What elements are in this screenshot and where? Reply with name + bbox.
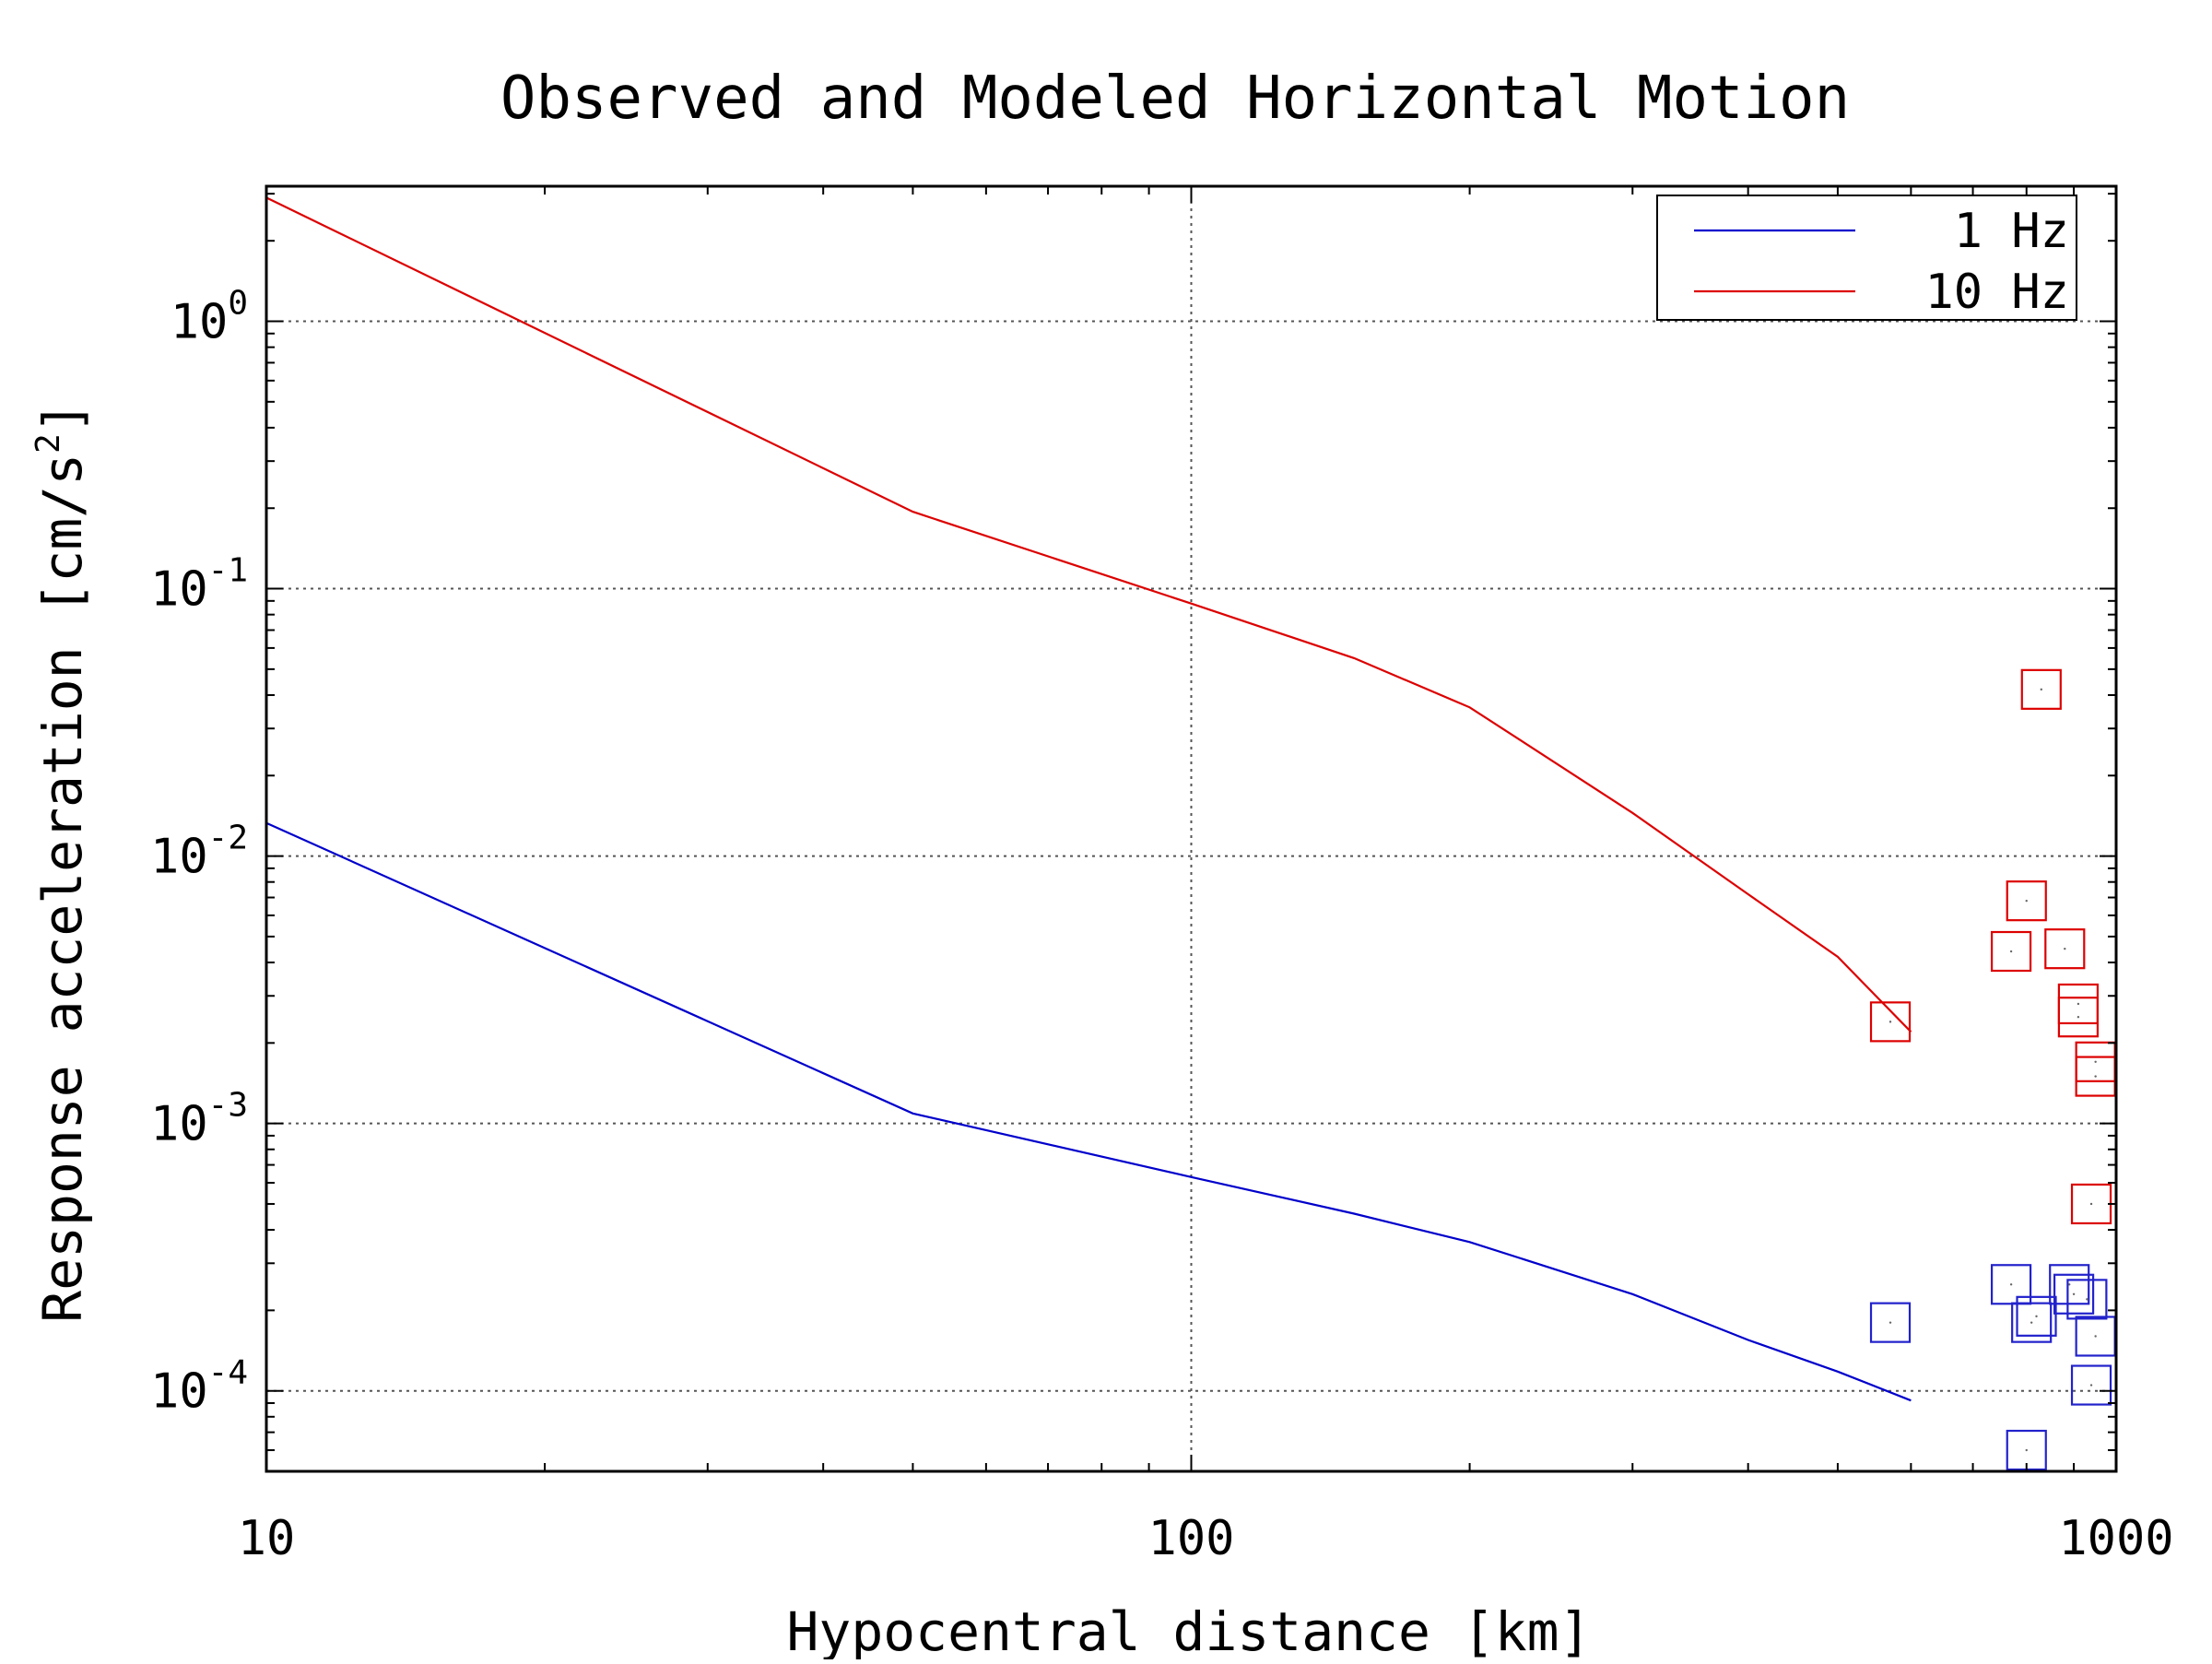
legend-label: 1 Hz xyxy=(1954,204,2069,259)
grid xyxy=(266,186,2116,1471)
data-point-center xyxy=(2009,1283,2013,1286)
x-tick-label: 100 xyxy=(1148,1511,1235,1566)
series-lines xyxy=(265,196,1912,1402)
data-point-square xyxy=(2057,997,2099,1038)
y-tick-label-base: 10 xyxy=(150,1364,208,1420)
y-tick-label-base: 10 xyxy=(150,830,208,885)
y-axis-label-text: Response acceleration [cm/s2] xyxy=(29,401,94,1322)
data-point-square xyxy=(2020,668,2062,710)
y-tick-label-base: 10 xyxy=(150,1097,208,1152)
observation-points xyxy=(1869,668,2116,1471)
y-tick-label-exponent: -4 xyxy=(208,1354,248,1392)
y-axis-label-sup: 2 xyxy=(29,433,67,454)
data-point-square xyxy=(2053,1273,2095,1315)
x-tick-label: 10 xyxy=(238,1511,296,1566)
data-point-square xyxy=(2070,1364,2112,1406)
data-point-square xyxy=(2016,1295,2057,1337)
y-tick-label: 10-1 xyxy=(150,552,248,618)
data-point-center xyxy=(2040,688,2042,691)
data-point-square xyxy=(1990,930,2032,973)
y-tick-label: 10-2 xyxy=(150,820,248,885)
data-point-center xyxy=(2086,1298,2088,1301)
data-point-square xyxy=(2044,928,2086,970)
data-point-square xyxy=(2006,880,2047,922)
data-point-center xyxy=(1888,1321,1892,1324)
data-point-square xyxy=(1869,1302,1912,1343)
series-line-1hz xyxy=(265,821,1912,1402)
y-tick-label-exponent: -3 xyxy=(208,1087,248,1125)
data-point-center xyxy=(2094,1075,2097,1078)
data-point-center xyxy=(2064,947,2066,950)
y-tick-label: 10-3 xyxy=(150,1087,248,1152)
x-axis-label: Hypocentral distance [km] xyxy=(787,1600,1592,1659)
y-axis-label-end: ] xyxy=(31,401,94,433)
data-point-center xyxy=(2089,1202,2093,1206)
y-tick-label-exponent: 0 xyxy=(228,285,248,323)
y-tick-label-base: 10 xyxy=(150,562,208,618)
data-point-center xyxy=(2094,1335,2097,1338)
data-point-center xyxy=(2025,1448,2028,1452)
data-point-center xyxy=(1888,1021,1892,1023)
data-point-center xyxy=(2094,1060,2097,1064)
series-line-10hz xyxy=(265,196,1912,1033)
y-tick-label: 100 xyxy=(171,285,248,350)
data-point-center xyxy=(2068,1283,2071,1286)
data-point-square xyxy=(1869,1001,1912,1043)
y-tick-label: 10-4 xyxy=(150,1354,248,1420)
data-point-center xyxy=(2072,1292,2076,1295)
data-point-center xyxy=(2089,1384,2093,1387)
y-axis-label-main: Response acceleration [cm/s xyxy=(31,454,94,1323)
y-axis-label: Response acceleration [cm/s2] xyxy=(29,401,94,1322)
y-tick-label-base: 10 xyxy=(171,295,229,350)
chart-title: Observed and Modeled Horizontal Motion xyxy=(500,65,1850,133)
data-point-center xyxy=(2030,1321,2033,1324)
legend: 1 Hz 10 Hz xyxy=(1656,195,2077,321)
data-point-center xyxy=(2035,1315,2038,1318)
data-point-center xyxy=(2077,1002,2080,1006)
y-tick-label-exponent: -2 xyxy=(208,820,248,857)
legend-label: 10 Hz xyxy=(1924,265,2069,320)
legend-box xyxy=(1656,195,2077,321)
y-tick-label-exponent: -1 xyxy=(208,552,248,590)
data-point-center xyxy=(2009,950,2013,953)
data-point-square xyxy=(2049,1264,2090,1305)
data-point-center xyxy=(2025,899,2028,903)
data-point-center xyxy=(2077,1016,2080,1019)
x-tick-label: 1000 xyxy=(2058,1511,2173,1566)
data-point-square xyxy=(2066,1279,2108,1320)
data-point-square xyxy=(2011,1302,2053,1343)
